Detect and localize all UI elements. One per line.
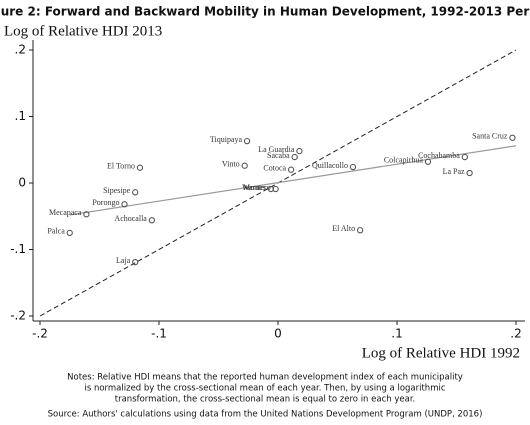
point — [148, 217, 156, 224]
point-label: Porongo — [92, 198, 119, 207]
point-label: El Torno — [107, 162, 135, 171]
point — [241, 162, 248, 169]
chart-title: Figure 2: Forward and Backward Mobility … — [0, 5, 530, 19]
point — [356, 227, 364, 234]
y-tick-label: -.1 — [10, 242, 26, 256]
point-label: Montero — [243, 183, 271, 192]
point-label: El Alto — [332, 224, 355, 233]
y-tick-label: .1 — [15, 109, 26, 123]
point — [509, 134, 516, 141]
fit-line — [69, 145, 517, 216]
point — [243, 137, 251, 145]
point-label: Sacaba — [267, 151, 290, 160]
point-label: Sipesipe — [103, 186, 131, 195]
note-line: Notes: Relative HDI means that the repor… — [67, 373, 463, 383]
point-label: Cochabamba — [418, 151, 460, 160]
point-label: Tiquipaya — [210, 135, 243, 144]
point — [296, 147, 303, 155]
point — [349, 163, 357, 171]
point-label: Palca — [47, 227, 65, 236]
note-line: transformation, the cross-sectional mean… — [115, 395, 415, 405]
x-tick-label: -.1 — [151, 327, 167, 341]
point — [66, 229, 73, 237]
x-tick-label: 0 — [274, 327, 282, 341]
point-label: Quillacollo — [312, 161, 348, 170]
point — [291, 153, 298, 161]
point-label: Santa Cruz — [472, 132, 508, 141]
y-tick-label: -.2 — [10, 309, 26, 323]
point — [83, 211, 90, 218]
point — [136, 164, 144, 171]
point-label: La Guardia — [258, 145, 295, 154]
x-tick-label: -.2 — [32, 327, 48, 341]
y-axis-label: Log of Relative HDI 2013 — [4, 23, 162, 39]
source: Source: Authors' calculations using data… — [48, 410, 483, 420]
point-label: Vinto — [222, 160, 240, 169]
point-label: Laja — [116, 256, 131, 265]
point-label: Achocalla — [114, 214, 147, 223]
point — [132, 258, 139, 266]
point-label: Warnes — [242, 183, 266, 192]
point — [287, 166, 295, 173]
point — [424, 158, 432, 165]
x-tick-label: .2 — [510, 327, 521, 341]
x-tick-label: .1 — [391, 327, 402, 341]
x-axis-label: Log of Relative HDI 1992 — [362, 345, 520, 361]
note-line: is normalized by the cross-sectional mea… — [84, 384, 445, 394]
point-label: Colcapirhua — [384, 156, 424, 165]
point-label: Cotoca — [263, 164, 286, 173]
point-label: Mecapaca — [49, 208, 82, 217]
point — [272, 185, 279, 193]
point-label: La Paz — [443, 167, 465, 176]
point — [466, 169, 473, 177]
point — [121, 201, 128, 208]
point — [461, 153, 468, 161]
y-tick-label: .2 — [15, 43, 26, 57]
y-tick-label: 0 — [18, 176, 26, 190]
point — [132, 189, 139, 196]
